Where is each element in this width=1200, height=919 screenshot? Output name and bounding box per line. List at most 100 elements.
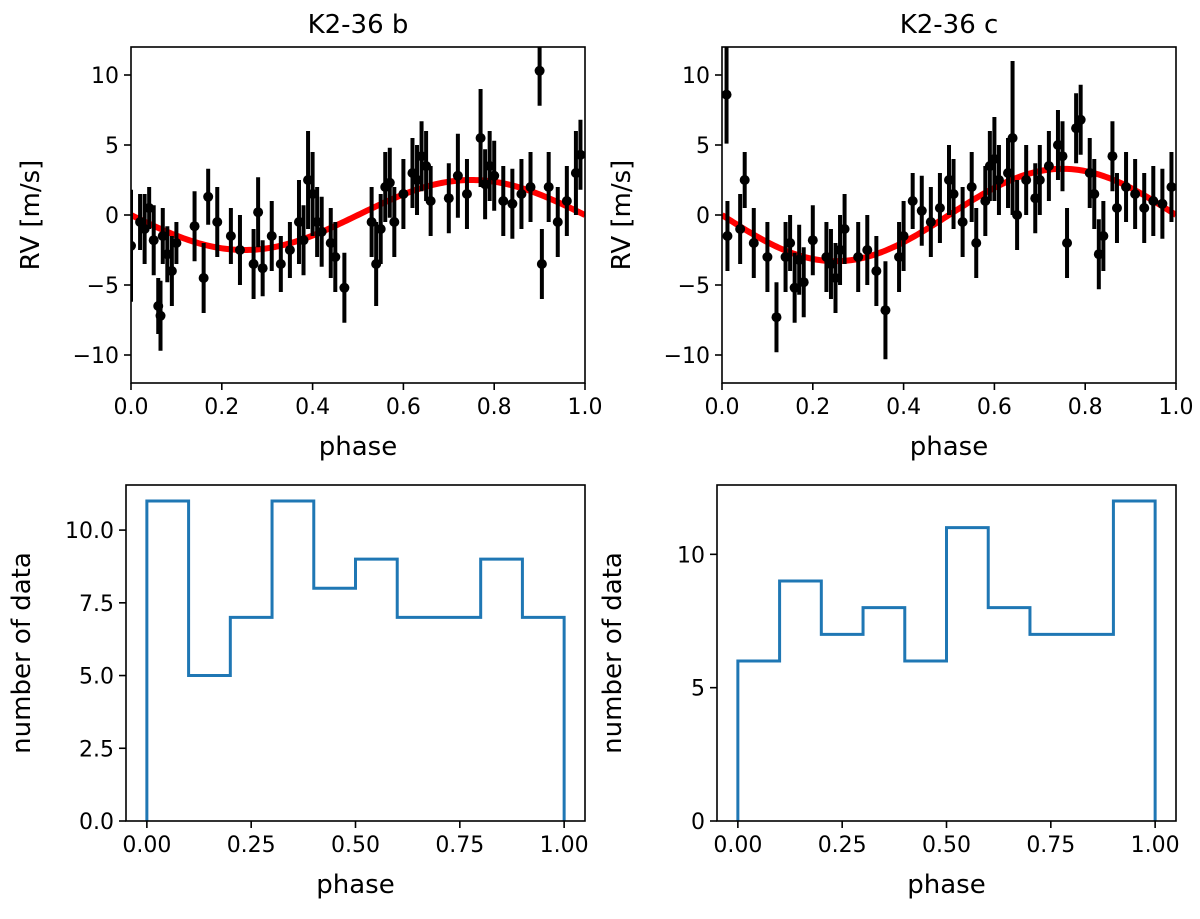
- rv_b-data-point: [461, 189, 472, 199]
- rv_c-x-tick-label: 0.8: [1068, 395, 1103, 420]
- hist_b-histogram-bin: [272, 501, 314, 821]
- rv_b-data-point: [375, 224, 386, 234]
- rv_b-data-point: [234, 245, 245, 255]
- rv_c-data-point: [1093, 249, 1104, 260]
- rv_b-model-curve: [131, 176, 585, 254]
- rv_c-data-point: [957, 217, 968, 227]
- rv_c-data-point: [1057, 151, 1068, 162]
- rv_b-data-point: [303, 175, 314, 185]
- rv_b-data-point: [284, 245, 295, 255]
- hist_c-histogram-bin: [988, 608, 1030, 821]
- hist_c-y-tick-label: 10: [677, 543, 705, 568]
- rv_c-data-point: [748, 238, 759, 248]
- rv_b-y-tick-label: −5: [87, 274, 119, 299]
- rv_b-data-point: [516, 189, 527, 199]
- hist_b-histogram-bin: [189, 676, 231, 821]
- rv_c-data-point: [798, 277, 809, 288]
- rv_b-data-point: [275, 259, 286, 269]
- rv_c-data-point: [944, 175, 954, 185]
- rv_c-data-point: [771, 312, 782, 323]
- rv_b-y-axis-label: RV [m/s]: [16, 160, 46, 271]
- rv_b-x-tick-label: 0.0: [114, 395, 149, 420]
- rv_c-data-point: [934, 203, 945, 213]
- rv_b-data-point: [144, 203, 155, 213]
- rv_b-data-point: [543, 182, 554, 192]
- rv_c-data-point: [780, 252, 791, 262]
- rv_c-data-point: [916, 205, 927, 216]
- hist_b-panel: 0.00 0.25 0.50 0.75 1.00 0.0 2.5 5.0 7.5 10.0 phas…: [7, 484, 589, 900]
- rv_b-x-axis-label: phase: [319, 432, 397, 462]
- rv_b-data-point: [298, 235, 309, 246]
- rv_b-data-point: [575, 149, 585, 160]
- rv_c-data-point: [789, 282, 800, 293]
- rv_c-x-tick-label: 0.6: [977, 395, 1012, 420]
- rv_c-data-point: [989, 154, 1000, 164]
- rv_c-data-point: [871, 266, 882, 276]
- hist_b-histogram-bin: [481, 559, 523, 821]
- rv_b-data-point: [421, 161, 432, 171]
- rv_b-data-point: [148, 235, 159, 246]
- rv_c-x-axis-label: phase: [910, 432, 988, 462]
- rv_b-y-tick-label: 10: [91, 64, 119, 89]
- hist_b-x-tick-label: 0.25: [227, 833, 276, 858]
- rv_b-data-point: [339, 282, 350, 293]
- rv_b-data-point: [166, 266, 177, 276]
- hist_c-histogram-bin: [905, 661, 947, 821]
- hist_c-histogram-bin: [863, 608, 905, 821]
- rv_c-data-point: [1075, 114, 1086, 125]
- rv_c-data-point: [1148, 196, 1159, 206]
- hist_c-histogram-step: [736, 499, 1157, 821]
- rv_c-plot-area: [722, 47, 1176, 360]
- hist_c-histogram-bin: [947, 528, 989, 821]
- rv_b-data-point: [212, 217, 223, 227]
- hist_c-histogram-bin: [1113, 501, 1155, 821]
- rv_c-title: K2-36 c: [900, 10, 999, 40]
- hist_c-plot-area: [736, 499, 1157, 821]
- rv_c-data-point: [925, 217, 936, 227]
- hist_c-y-tick-label: 5: [691, 677, 705, 702]
- rv_c-data-point: [1003, 168, 1014, 178]
- rv_b-data-point: [139, 224, 150, 234]
- rv_b-data-point: [225, 231, 236, 241]
- rv_b-data-point: [416, 151, 427, 162]
- rv_c-data-point: [794, 254, 805, 265]
- rv_c-data-point: [1012, 210, 1023, 220]
- rv_b-data-point: [248, 259, 259, 269]
- rv_c-data-point: [722, 231, 733, 241]
- hist_c-histogram-bin: [1072, 634, 1114, 821]
- rv_c-y-tick-label: −5: [678, 274, 710, 299]
- rv_c-data-point: [739, 175, 750, 185]
- rv_c-x-tick-label: 1.0: [1159, 395, 1194, 420]
- rv_c-data-point: [971, 238, 982, 248]
- rv_b-data-point: [534, 65, 545, 76]
- rv_b-data-point: [552, 217, 563, 227]
- rv_c-data-point: [735, 224, 746, 234]
- rv_c-y-tick-label: 5: [696, 134, 710, 159]
- rv_b-data-point: [412, 175, 423, 185]
- hist_c-histogram-bin: [738, 661, 780, 821]
- rv_b-data-point: [131, 240, 136, 251]
- rv_c-data-point: [830, 273, 841, 283]
- rv_b-y-tick-label: −10: [73, 344, 119, 369]
- rv_c-data-point: [839, 224, 850, 234]
- rv_b-data-point: [475, 133, 486, 143]
- hist_b-y-tick-label: 2.5: [79, 737, 114, 762]
- hist_b-histogram-bin: [356, 559, 398, 821]
- rv_c-data-point: [862, 245, 873, 255]
- rv_c-data-point: [1030, 193, 1041, 204]
- hist_b-y-tick-label: 7.5: [79, 592, 114, 617]
- hist_c-histogram-bin: [821, 634, 863, 821]
- hist_b-plot-area: [145, 499, 566, 821]
- hist_c-x-axis-label: phase: [907, 870, 985, 900]
- rv_b-data-point: [425, 196, 436, 206]
- rv_b-data-point: [330, 252, 341, 262]
- rv_c-data-point: [1098, 231, 1109, 241]
- rv_b-x-tick-label: 0.2: [204, 395, 239, 420]
- hist_c-y-axis-label: number of data: [598, 552, 628, 754]
- rv_b-data-point: [570, 168, 581, 178]
- hist_b-histogram-step: [145, 499, 566, 821]
- hist_b-x-tick-label: 0.50: [331, 833, 380, 858]
- rv_c-data-point: [1157, 198, 1168, 209]
- rv_c-data-point: [807, 235, 818, 246]
- rv_b-data-point: [443, 193, 454, 204]
